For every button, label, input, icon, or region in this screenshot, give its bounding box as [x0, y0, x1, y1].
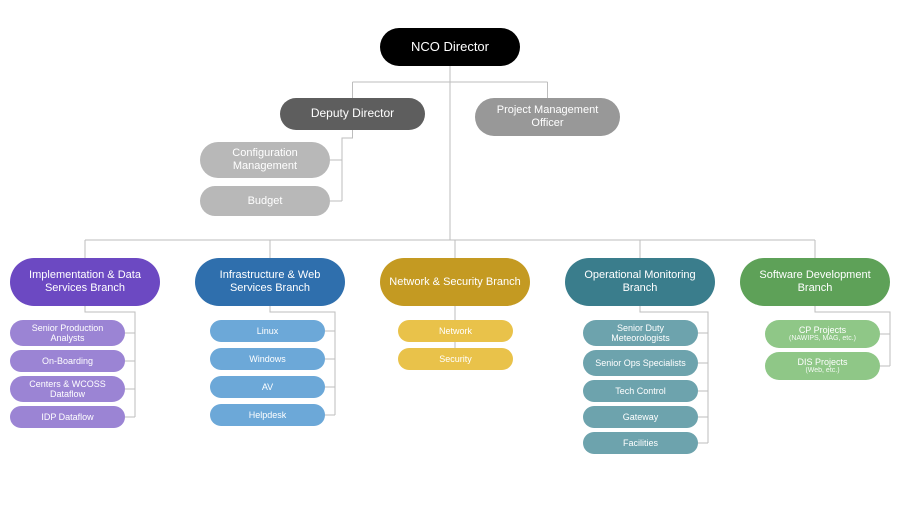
node-label: AV: [262, 382, 273, 392]
node-label: Deputy Director: [311, 107, 394, 121]
node-label: Budget: [248, 195, 283, 208]
node-label: Configuration Management: [208, 147, 322, 172]
node-b1a: Senior Production Analysts: [10, 320, 125, 346]
node-b4c: Tech Control: [583, 380, 698, 402]
node-b4d: Gateway: [583, 406, 698, 428]
node-label: IDP Dataflow: [41, 412, 93, 422]
node-label: Network & Security Branch: [389, 276, 520, 289]
node-label: NCO Director: [411, 40, 489, 55]
node-b4e: Facilities: [583, 432, 698, 454]
node-label: Project Management Officer: [483, 104, 612, 129]
node-config: Configuration Management: [200, 142, 330, 178]
node-deputy: Deputy Director: [280, 98, 425, 130]
node-label: CP Projects(NAWIPS, MAG, etc.): [789, 325, 856, 343]
node-b5b: DIS Projects(Web, etc.): [765, 352, 880, 380]
node-label: Operational Monitoring Branch: [573, 269, 707, 294]
node-label: Infrastructure & Web Services Branch: [203, 269, 337, 294]
org-chart: NCO Director Deputy Director Project Manag…: [0, 0, 900, 506]
node-label: Implementation & Data Services Branch: [18, 269, 152, 294]
node-b3b: Security: [398, 348, 513, 370]
node-label: Senior Production Analysts: [18, 323, 117, 344]
node-label: Windows: [249, 354, 286, 364]
node-b5: Software Development Branch: [740, 258, 890, 306]
node-label: On-Boarding: [42, 356, 93, 366]
node-label: Network: [439, 326, 472, 336]
node-label: Centers & WCOSS Dataflow: [18, 379, 117, 400]
node-label: Software Development Branch: [748, 269, 882, 294]
node-pmo: Project Management Officer: [475, 98, 620, 136]
node-b2: Infrastructure & Web Services Branch: [195, 258, 345, 306]
node-label: Tech Control: [615, 386, 666, 396]
node-label: Linux: [257, 326, 279, 336]
node-director: NCO Director: [380, 28, 520, 66]
node-budget: Budget: [200, 186, 330, 216]
connector-layer: [0, 0, 900, 506]
node-b5a: CP Projects(NAWIPS, MAG, etc.): [765, 320, 880, 348]
node-b4b: Senior Ops Specialists: [583, 350, 698, 376]
node-b2b: Windows: [210, 348, 325, 370]
node-label: Helpdesk: [249, 410, 287, 420]
node-b4a: Senior Duty Meteorologists: [583, 320, 698, 346]
node-label: Gateway: [623, 412, 659, 422]
node-label: Senior Ops Specialists: [595, 358, 686, 368]
node-b2d: Helpdesk: [210, 404, 325, 426]
node-b2a: Linux: [210, 320, 325, 342]
node-label: Security: [439, 354, 472, 364]
node-b3: Network & Security Branch: [380, 258, 530, 306]
node-b1d: IDP Dataflow: [10, 406, 125, 428]
node-label: Senior Duty Meteorologists: [591, 323, 690, 344]
node-b2c: AV: [210, 376, 325, 398]
node-b4: Operational Monitoring Branch: [565, 258, 715, 306]
node-b1: Implementation & Data Services Branch: [10, 258, 160, 306]
node-label: Facilities: [623, 438, 658, 448]
node-b3a: Network: [398, 320, 513, 342]
node-b1c: Centers & WCOSS Dataflow: [10, 376, 125, 402]
node-label: DIS Projects(Web, etc.): [797, 357, 847, 375]
node-b1b: On-Boarding: [10, 350, 125, 372]
